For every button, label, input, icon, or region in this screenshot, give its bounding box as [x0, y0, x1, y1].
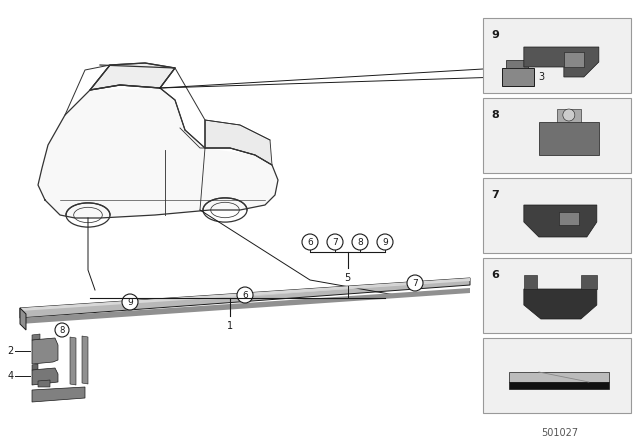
Circle shape [302, 234, 318, 250]
Polygon shape [581, 275, 597, 289]
Text: 6: 6 [242, 290, 248, 300]
Text: 2: 2 [8, 346, 14, 356]
Polygon shape [524, 205, 597, 237]
Polygon shape [509, 382, 609, 389]
Polygon shape [38, 88, 278, 218]
FancyBboxPatch shape [483, 18, 631, 93]
Polygon shape [539, 122, 599, 155]
Text: 9: 9 [491, 30, 499, 40]
Polygon shape [82, 336, 88, 384]
Polygon shape [559, 212, 579, 225]
Text: 1: 1 [227, 321, 233, 331]
Text: 5: 5 [344, 273, 351, 283]
Circle shape [237, 287, 253, 303]
Polygon shape [90, 63, 175, 90]
Circle shape [377, 234, 393, 250]
Circle shape [352, 234, 368, 250]
Circle shape [563, 109, 575, 121]
Circle shape [122, 294, 138, 310]
Text: 9: 9 [127, 297, 133, 306]
FancyBboxPatch shape [483, 258, 631, 333]
Polygon shape [524, 275, 537, 289]
Polygon shape [70, 337, 76, 385]
Text: 501027: 501027 [541, 428, 579, 438]
Text: 7: 7 [332, 237, 338, 246]
FancyBboxPatch shape [483, 338, 631, 413]
Polygon shape [20, 278, 470, 318]
Polygon shape [32, 334, 40, 340]
Polygon shape [524, 47, 599, 77]
Text: 8: 8 [491, 110, 499, 120]
Polygon shape [524, 289, 597, 319]
Text: 8: 8 [60, 326, 65, 335]
Text: 6: 6 [491, 270, 499, 280]
Polygon shape [20, 308, 26, 330]
Text: 3: 3 [538, 72, 544, 82]
Text: 8: 8 [357, 237, 363, 246]
Circle shape [327, 234, 343, 250]
Polygon shape [32, 387, 85, 402]
Polygon shape [557, 109, 581, 122]
FancyBboxPatch shape [483, 98, 631, 173]
Polygon shape [502, 68, 534, 86]
Text: 7: 7 [491, 190, 499, 200]
Text: 7: 7 [412, 279, 418, 288]
Polygon shape [509, 372, 609, 382]
Polygon shape [38, 380, 50, 387]
Text: 9: 9 [382, 237, 388, 246]
Polygon shape [506, 60, 528, 68]
Polygon shape [20, 288, 470, 324]
Polygon shape [32, 338, 58, 364]
Polygon shape [32, 368, 58, 385]
Text: 4: 4 [8, 371, 14, 381]
FancyBboxPatch shape [483, 178, 631, 253]
Circle shape [407, 275, 423, 291]
Polygon shape [564, 52, 584, 67]
Polygon shape [32, 364, 38, 370]
Text: 6: 6 [307, 237, 313, 246]
Circle shape [55, 323, 69, 337]
Polygon shape [205, 120, 272, 165]
Polygon shape [20, 278, 470, 311]
